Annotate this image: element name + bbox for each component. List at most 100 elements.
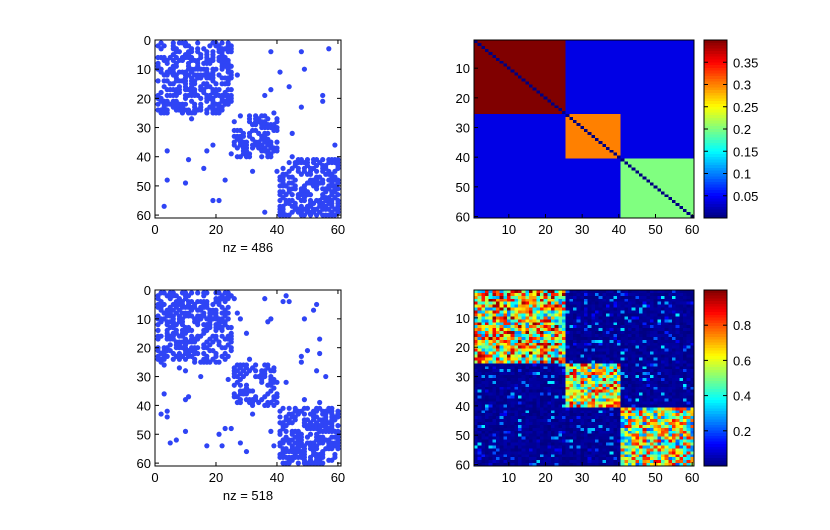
heatmap-cell: [602, 164, 607, 168]
heatmap-cell: [690, 149, 695, 154]
spy-point: [301, 316, 308, 322]
heatmap-cell: [580, 170, 585, 174]
heatmap-cell: [613, 197, 618, 201]
heatmap-cell: [620, 78, 625, 82]
heatmap-cell: [503, 42, 508, 47]
heatmap-cell: [664, 212, 669, 216]
heatmap-cell: [668, 57, 673, 62]
heatmap-cell: [661, 54, 665, 59]
heatmap-cell: [558, 185, 563, 189]
heatmap-cell: [661, 149, 665, 154]
heatmap-cell: [514, 40, 519, 44]
heatmap-cell: [609, 215, 614, 219]
heatmap-cell: [631, 143, 636, 148]
heatmap-cell: [576, 185, 581, 189]
heatmap-cell: [635, 143, 640, 148]
heatmap-cell: [474, 197, 478, 201]
heatmap-cell: [635, 212, 640, 216]
heatmap-cell: [477, 176, 482, 180]
heatmap-cell: [613, 72, 618, 76]
heatmap-cell: [631, 137, 636, 142]
heatmap-cell: [606, 161, 610, 165]
heatmap-cell: [474, 134, 478, 139]
heatmap-cell: [628, 188, 632, 192]
heatmap-cell: [657, 81, 662, 85]
heatmap-cell: [518, 96, 522, 100]
heatmap-cell: [595, 194, 599, 198]
heatmap-cell: [650, 152, 654, 156]
heatmap-cell: [562, 212, 566, 216]
heatmap-cell: [503, 84, 508, 88]
heatmap-cell: [686, 188, 691, 192]
heatmap-cell: [620, 120, 625, 124]
heatmap-cell: [525, 48, 530, 53]
heatmap-cell: [576, 188, 581, 192]
heatmap-cell: [613, 66, 618, 70]
heatmap-cell: [558, 42, 563, 47]
heatmap-cell: [679, 158, 684, 162]
heatmap-cell: [635, 66, 640, 70]
heatmap-cell: [595, 108, 599, 112]
colorbar-segment: [704, 162, 727, 166]
heatmap-cell: [628, 191, 632, 195]
heatmap-cell: [617, 140, 621, 145]
heatmap-cell: [481, 212, 486, 216]
heatmap-cell: [595, 129, 599, 133]
heatmap-cell: [514, 134, 519, 139]
heatmap-cell: [536, 149, 541, 154]
heatmap-cell: [620, 200, 625, 204]
heatmap-cell: [488, 167, 493, 171]
heatmap-cell: [613, 140, 618, 145]
heatmap-cell: [576, 143, 581, 148]
heatmap-cell: [562, 167, 566, 171]
heatmap-cell: [488, 215, 493, 219]
heatmap-cell: [679, 149, 684, 154]
heatmap-cell: [587, 149, 592, 154]
heatmap-cell: [642, 60, 647, 65]
heatmap-cell: [547, 63, 552, 67]
heatmap-cell: [551, 140, 555, 145]
heatmap-cell: [661, 66, 665, 70]
heatmap-cell: [529, 179, 533, 183]
heatmap-cell: [510, 134, 515, 139]
heatmap-cell: [683, 108, 687, 112]
heatmap-cell: [628, 120, 632, 124]
heatmap-cell: [514, 129, 519, 133]
heatmap-cell: [668, 191, 673, 195]
heatmap-cell: [576, 114, 581, 118]
heatmap-cell: [503, 75, 508, 79]
spy-point: [332, 212, 338, 218]
heatmap-cell: [510, 114, 515, 118]
heatmap-cell: [617, 173, 621, 177]
spy-point: [268, 154, 274, 160]
heatmap-cell: [624, 111, 629, 115]
heatmap-cell: [675, 66, 680, 70]
heatmap-cell: [518, 179, 522, 183]
heatmap-cell: [653, 161, 658, 165]
heatmap-cell: [529, 84, 533, 88]
heatmap-cell: [551, 161, 555, 165]
heatmap-cell: [617, 102, 621, 106]
heatmap-cell: [606, 200, 610, 204]
heatmap-cell: [540, 84, 544, 88]
heatmap-cell: [532, 48, 537, 53]
heatmap-cell: [686, 126, 691, 130]
heatmap-cell: [606, 158, 610, 162]
heatmap-cell: [617, 188, 621, 192]
heatmap-cell: [547, 209, 552, 213]
heatmap-cell: [631, 197, 636, 201]
heatmap-cell: [617, 191, 621, 195]
heatmap-cell: [683, 75, 687, 79]
heatmap-cell: [558, 191, 563, 195]
x-tick-label: 0: [151, 222, 158, 237]
heatmap-cell: [620, 102, 625, 106]
heatmap-cell: [653, 155, 658, 159]
heatmap-cell: [595, 176, 599, 180]
heatmap-cell: [510, 57, 515, 62]
heatmap-cell: [492, 129, 497, 133]
heatmap-cell: [529, 185, 533, 189]
heatmap-cell: [624, 143, 629, 148]
spy-point: [219, 327, 225, 333]
heatmap-cell: [543, 69, 548, 73]
heatmap-cell: [657, 167, 662, 171]
